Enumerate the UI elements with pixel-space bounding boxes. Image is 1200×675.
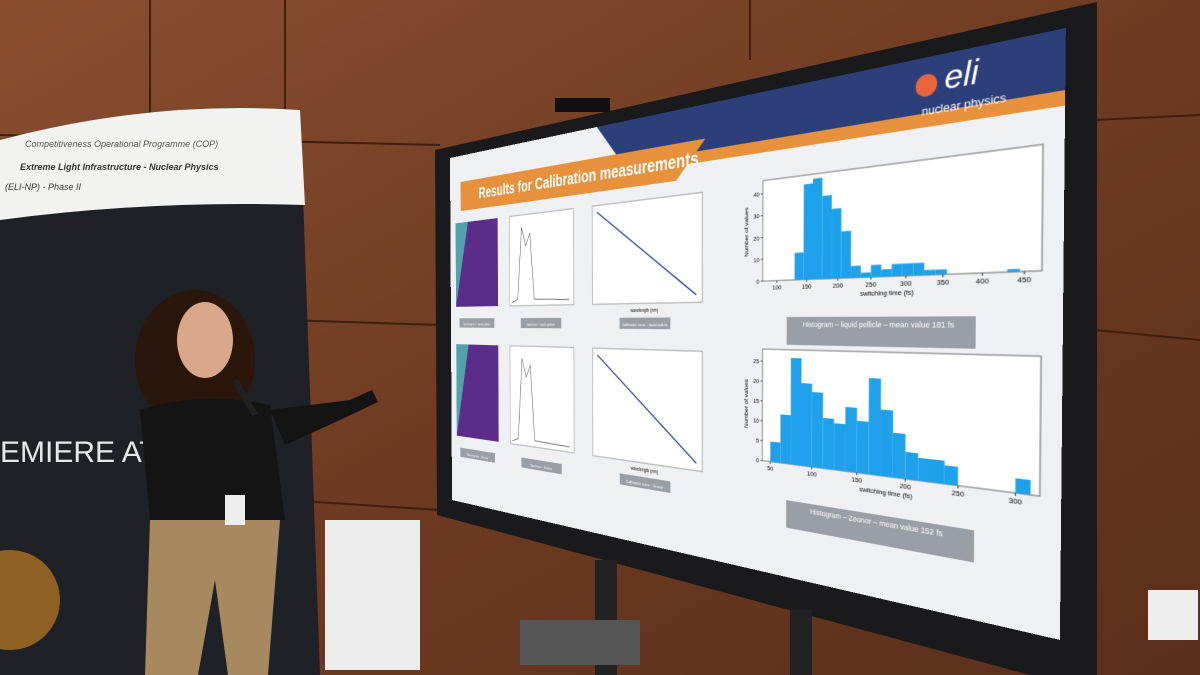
histogram-bar [891, 263, 903, 277]
y-tick-label: 5 [756, 437, 759, 445]
spectrum-plot [509, 209, 573, 306]
y-axis-label: Number of values [744, 207, 750, 258]
banner-phase: (ELI-NP) - Phase II [5, 182, 82, 192]
histogram-bar [812, 177, 823, 280]
spectrogram [455, 218, 499, 307]
histogram-bar [780, 414, 791, 465]
poster-text: EMIERE AT [0, 436, 158, 469]
y-tick-label: 10 [753, 256, 759, 264]
spectrogram-band [455, 221, 469, 307]
y-tick-label: 20 [754, 235, 760, 243]
histogram-bar [905, 451, 919, 481]
histogram-bar [880, 409, 894, 478]
histogram-bar [935, 269, 947, 275]
histogram-bar [831, 208, 842, 279]
calibration-xlabel: wavelength (nm) [631, 465, 658, 476]
x-tick-label: 300 [900, 279, 912, 288]
y-tick-label: 0 [756, 457, 759, 465]
display-bezel [435, 2, 1097, 675]
banner-project: Extreme Light Infrastructure - Nuclear P… [20, 162, 219, 172]
histogram-bar [833, 423, 846, 472]
calibration-plot [592, 192, 702, 304]
glow [0, 550, 60, 650]
y-tick-label: 15 [753, 397, 759, 405]
y-tick-label: 25 [753, 358, 759, 366]
histogram-bar [803, 183, 814, 280]
display-screen: eli nuclear physics Results for Calibrat… [450, 27, 1066, 640]
x-tick-label: 150 [802, 283, 812, 291]
panels: wavelength (nm) Spectrogram – liquid pell… [455, 144, 1043, 563]
histogram-bar [856, 420, 869, 475]
x-tick-label: 250 [952, 489, 965, 499]
mixer [520, 620, 640, 665]
caption: Histogram – liquid pellicle – mean value… [803, 319, 955, 330]
camera [555, 98, 610, 112]
histogram-bar [918, 457, 932, 483]
histogram-bar [1007, 268, 1021, 273]
histogram-bar [860, 272, 871, 278]
caption: Spectrogram – Zeonor [467, 452, 489, 461]
histogram-bar [1015, 478, 1031, 495]
histogram-bar [841, 230, 852, 279]
histogram-bar [868, 378, 881, 476]
histogram-bar [924, 269, 936, 276]
histogram-bar [770, 441, 781, 463]
calibration-xlabel: wavelength (nm) [630, 307, 658, 314]
spectrogram [456, 344, 499, 442]
y-tick-label: 10 [753, 417, 759, 425]
slide: eli nuclear physics Results for Calibrat… [450, 27, 1066, 640]
x-tick-label: 100 [772, 284, 781, 292]
x-tick-label: 50 [767, 464, 773, 472]
x-tick-label: 400 [976, 277, 989, 286]
histogram-bar [822, 195, 832, 279]
histogram-bar [822, 417, 835, 470]
y-tick-label: 40 [754, 191, 760, 199]
caption: Calibration curve – liquid pellicle [622, 321, 668, 328]
histogram-bar [913, 262, 925, 276]
x-tick-label: 250 [865, 280, 876, 288]
x-tick-label: 450 [1017, 275, 1031, 285]
caption: Spectrum – Zeonor [530, 462, 552, 472]
x-tick-label: 200 [899, 482, 911, 492]
banner-header [0, 108, 305, 220]
caption: Spectrum – liquid pellicle [527, 321, 556, 327]
y-tick-label: 20 [753, 377, 759, 385]
x-tick-label: 300 [1009, 496, 1023, 507]
histogram-bar [811, 392, 824, 469]
spectrogram-band [456, 344, 470, 438]
presenter [135, 290, 378, 675]
histogram-bar [944, 465, 959, 486]
logo: eli [944, 54, 980, 98]
x-tick-label: 150 [851, 475, 862, 484]
histogram-bar [850, 265, 861, 278]
histogram-bar [902, 263, 914, 276]
banner-programme: Competitiveness Operational Programme (C… [25, 139, 218, 149]
x-tick-label: 200 [833, 282, 843, 290]
stand [790, 610, 812, 675]
caption: Spectrogram – liquid pellicle [463, 321, 491, 327]
wall-socket [1148, 590, 1198, 640]
y-axis-label: Number of values [743, 378, 749, 428]
slide-background [450, 27, 1066, 640]
y-tick-label: 30 [754, 213, 760, 221]
spectrum-plot [510, 346, 574, 453]
histogram-bar [870, 264, 882, 278]
x-axis-label: switching time (fs) [860, 288, 913, 297]
histogram-bar [931, 459, 945, 484]
histogram-bar [892, 432, 906, 479]
histogram-bar [790, 358, 802, 466]
radiator [325, 520, 420, 670]
histogram-bar [794, 252, 804, 280]
y-tick-label: 0 [756, 278, 759, 285]
x-tick-label: 100 [807, 470, 817, 479]
histogram-bar [801, 383, 813, 467]
histogram-bar [845, 406, 858, 473]
x-tick-label: 350 [937, 278, 949, 287]
histogram-bar [881, 269, 892, 277]
caption-box [460, 447, 495, 463]
